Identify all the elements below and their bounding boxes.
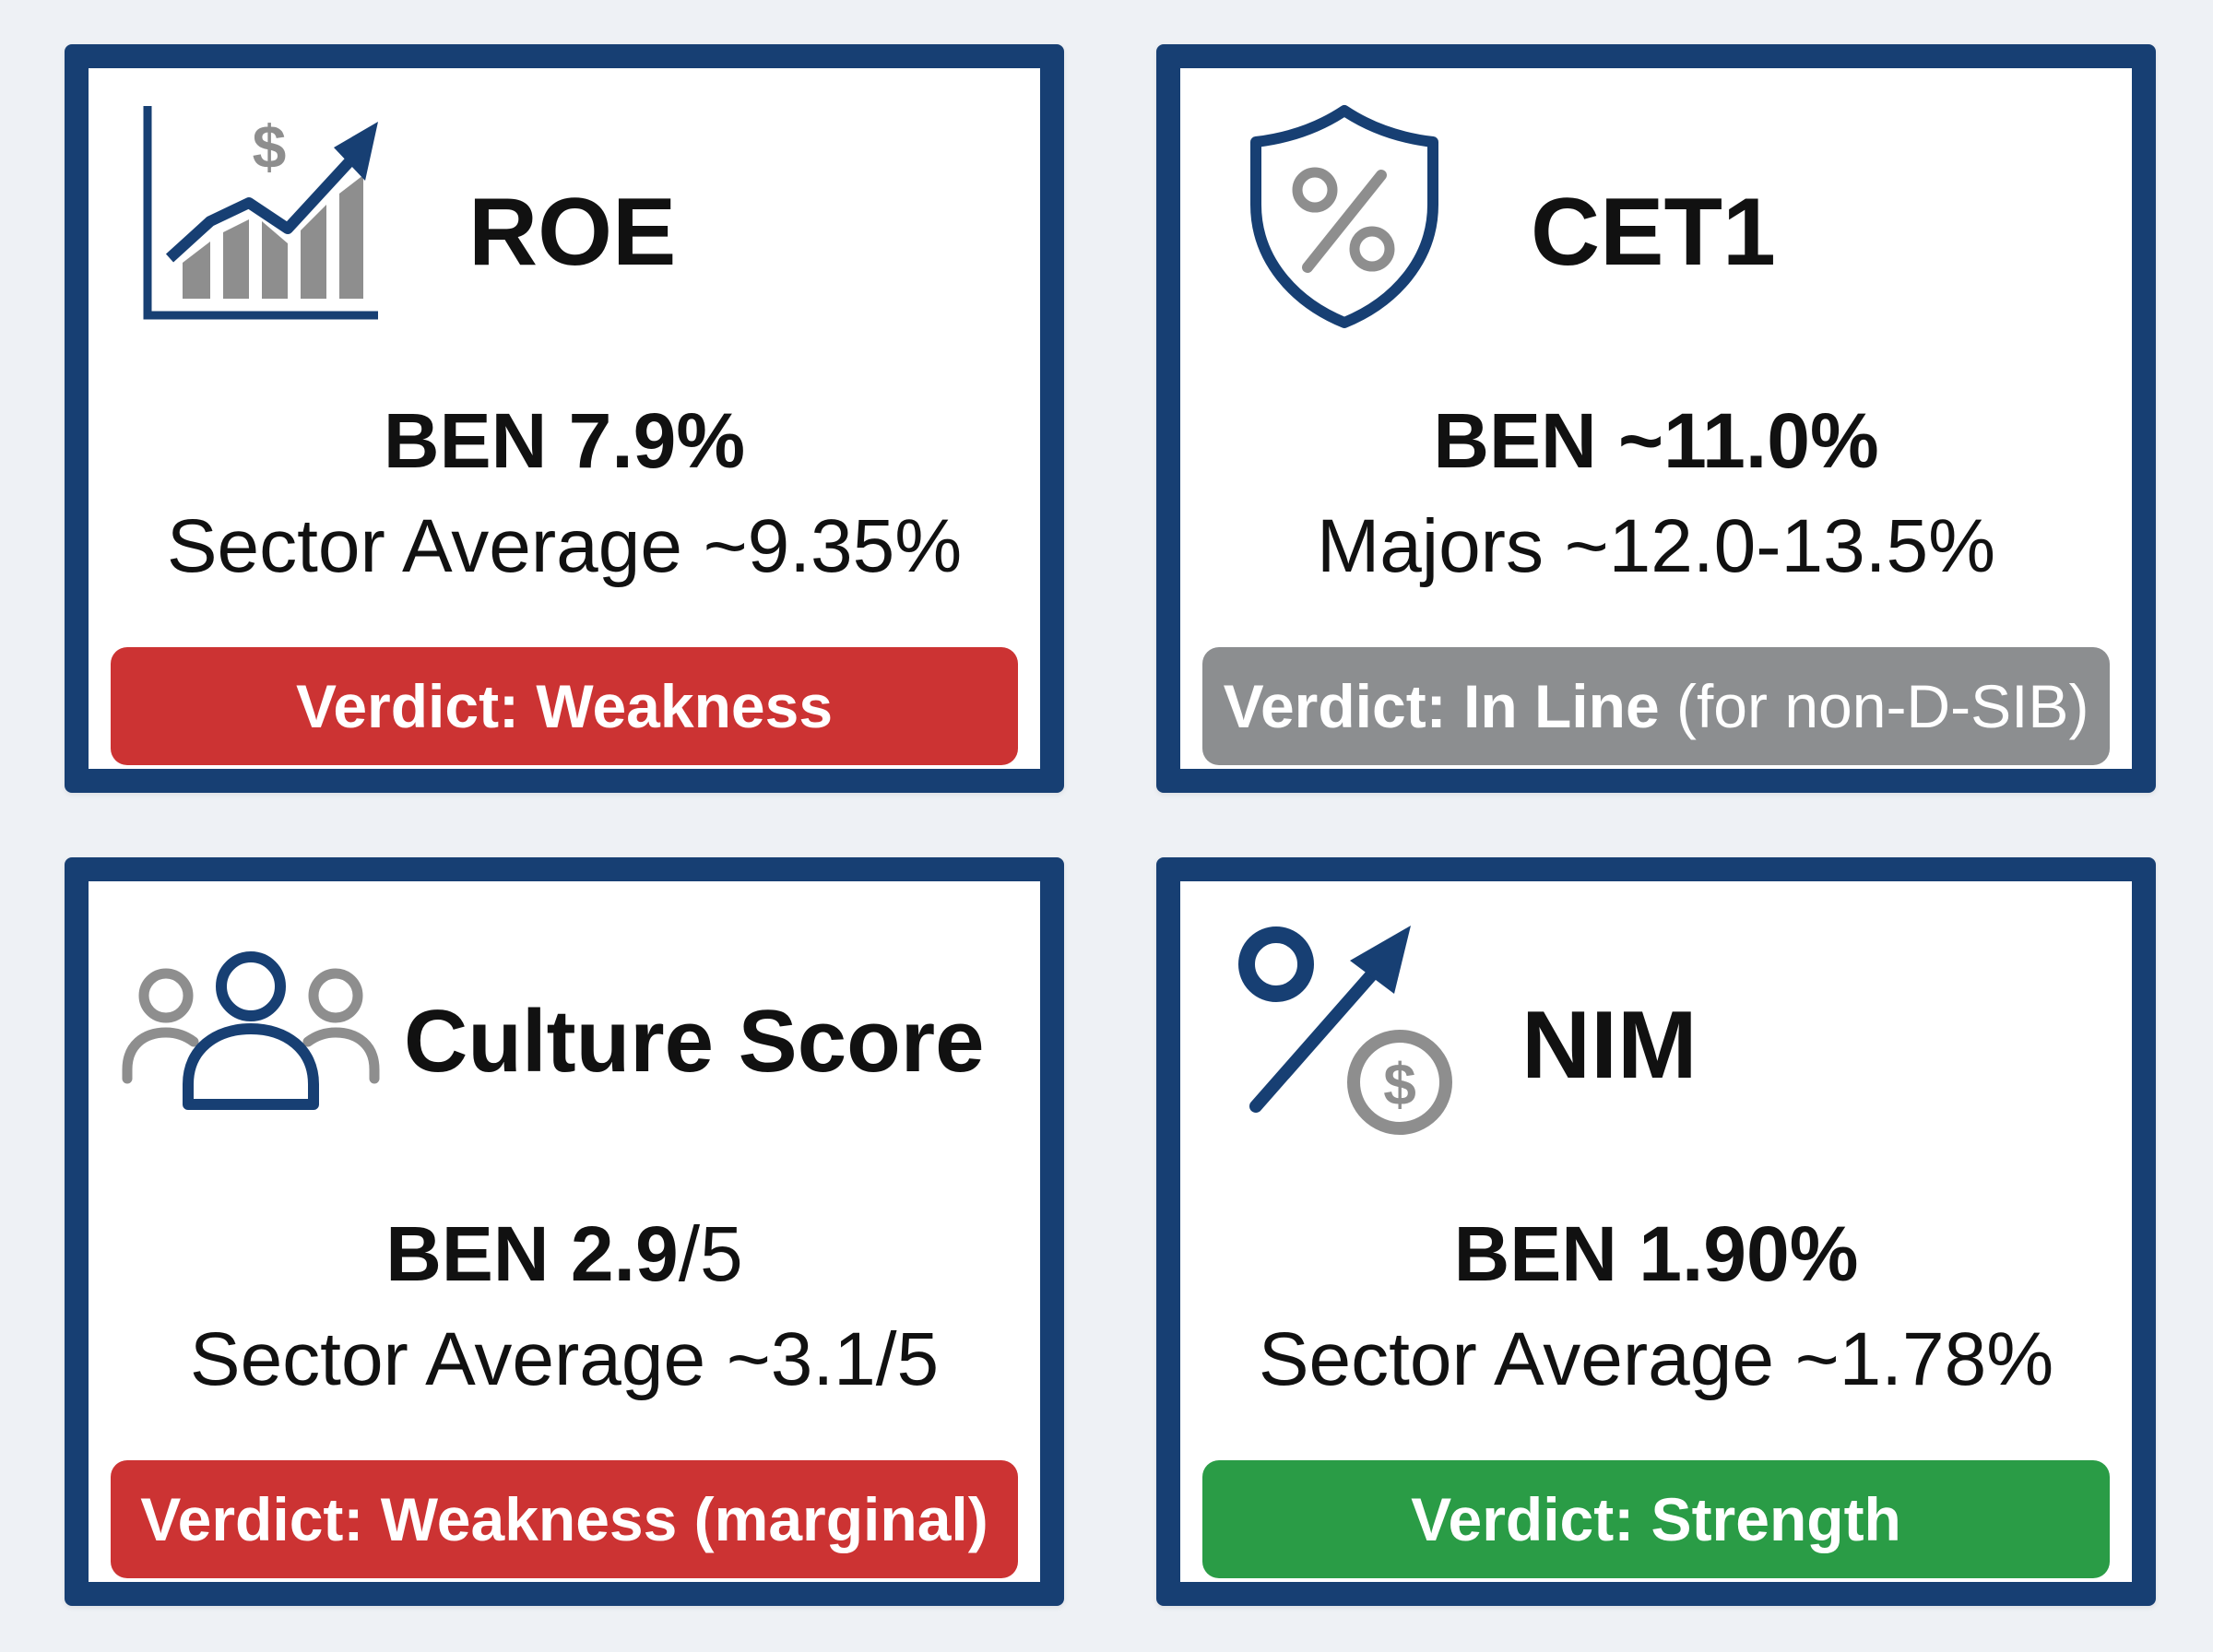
shield-percent-icon [1250,105,1438,328]
growth-chart-dollar-icon: $ [143,106,378,320]
comparison-value: Sector Average ~3.1/5 [189,1317,940,1401]
verdict-label: Verdict: Weakness (marginal) [140,1485,988,1553]
card-title: ROE [468,179,677,286]
verdict-badge: Verdict: Weakness [111,647,1018,765]
cet1-card: CET1 BEN ~11.0% Majors ~12.0-13.5% Verdi… [1156,44,2156,793]
svg-text:$: $ [1383,1051,1416,1117]
card-title: NIM [1521,992,1698,1099]
verdict-note: (for non-D-SIB) [1659,672,2089,740]
ben-value: BEN ~11.0% [1180,402,2132,479]
percent-arrow-dollar-icon: $ [1238,926,1452,1135]
ben-value-text: BEN 1.90% [1453,1210,1859,1297]
verdict-badge: Verdict: Weakness (marginal) [111,1460,1018,1578]
roe-card: $ ROE BEN 7.9% Sector Average ~9.35% Ver… [65,44,1064,793]
ben-value-suffix: /5 [678,1210,743,1297]
ben-value: BEN 1.90% [1180,1215,2132,1292]
verdict-label: Verdict: In Line [1223,672,1660,740]
ben-value-text: BEN ~11.0% [1433,397,1879,484]
ben-value: BEN 7.9% [89,402,1040,479]
verdict-badge: Verdict: In Line (for non-D-SIB) [1202,647,2110,765]
ben-value: BEN 2.9/5 [89,1215,1040,1292]
nim-card: $ NIM BEN 1.90% Sector Average ~1.78% Ve… [1156,857,2156,1606]
verdict-label: Verdict: Weakness [295,672,834,740]
ben-value-text: BEN 7.9% [383,397,746,484]
comparison-value: Sector Average ~9.35% [166,504,963,588]
culture-score-card: Culture Score BEN 2.9/5 Sector Average ~… [65,857,1064,1606]
svg-text:$: $ [253,112,287,181]
card-title: CET1 [1531,179,1776,286]
people-group-icon [122,951,380,1110]
card-title: Culture Score [404,992,985,1091]
comparison-value: Majors ~12.0-13.5% [1316,504,1996,588]
ben-value-text: BEN 2.9 [385,1210,679,1297]
verdict-label: Verdict: Strength [1411,1485,1901,1553]
verdict-badge: Verdict: Strength [1202,1460,2110,1578]
comparison-value: Sector Average ~1.78% [1258,1317,2054,1401]
